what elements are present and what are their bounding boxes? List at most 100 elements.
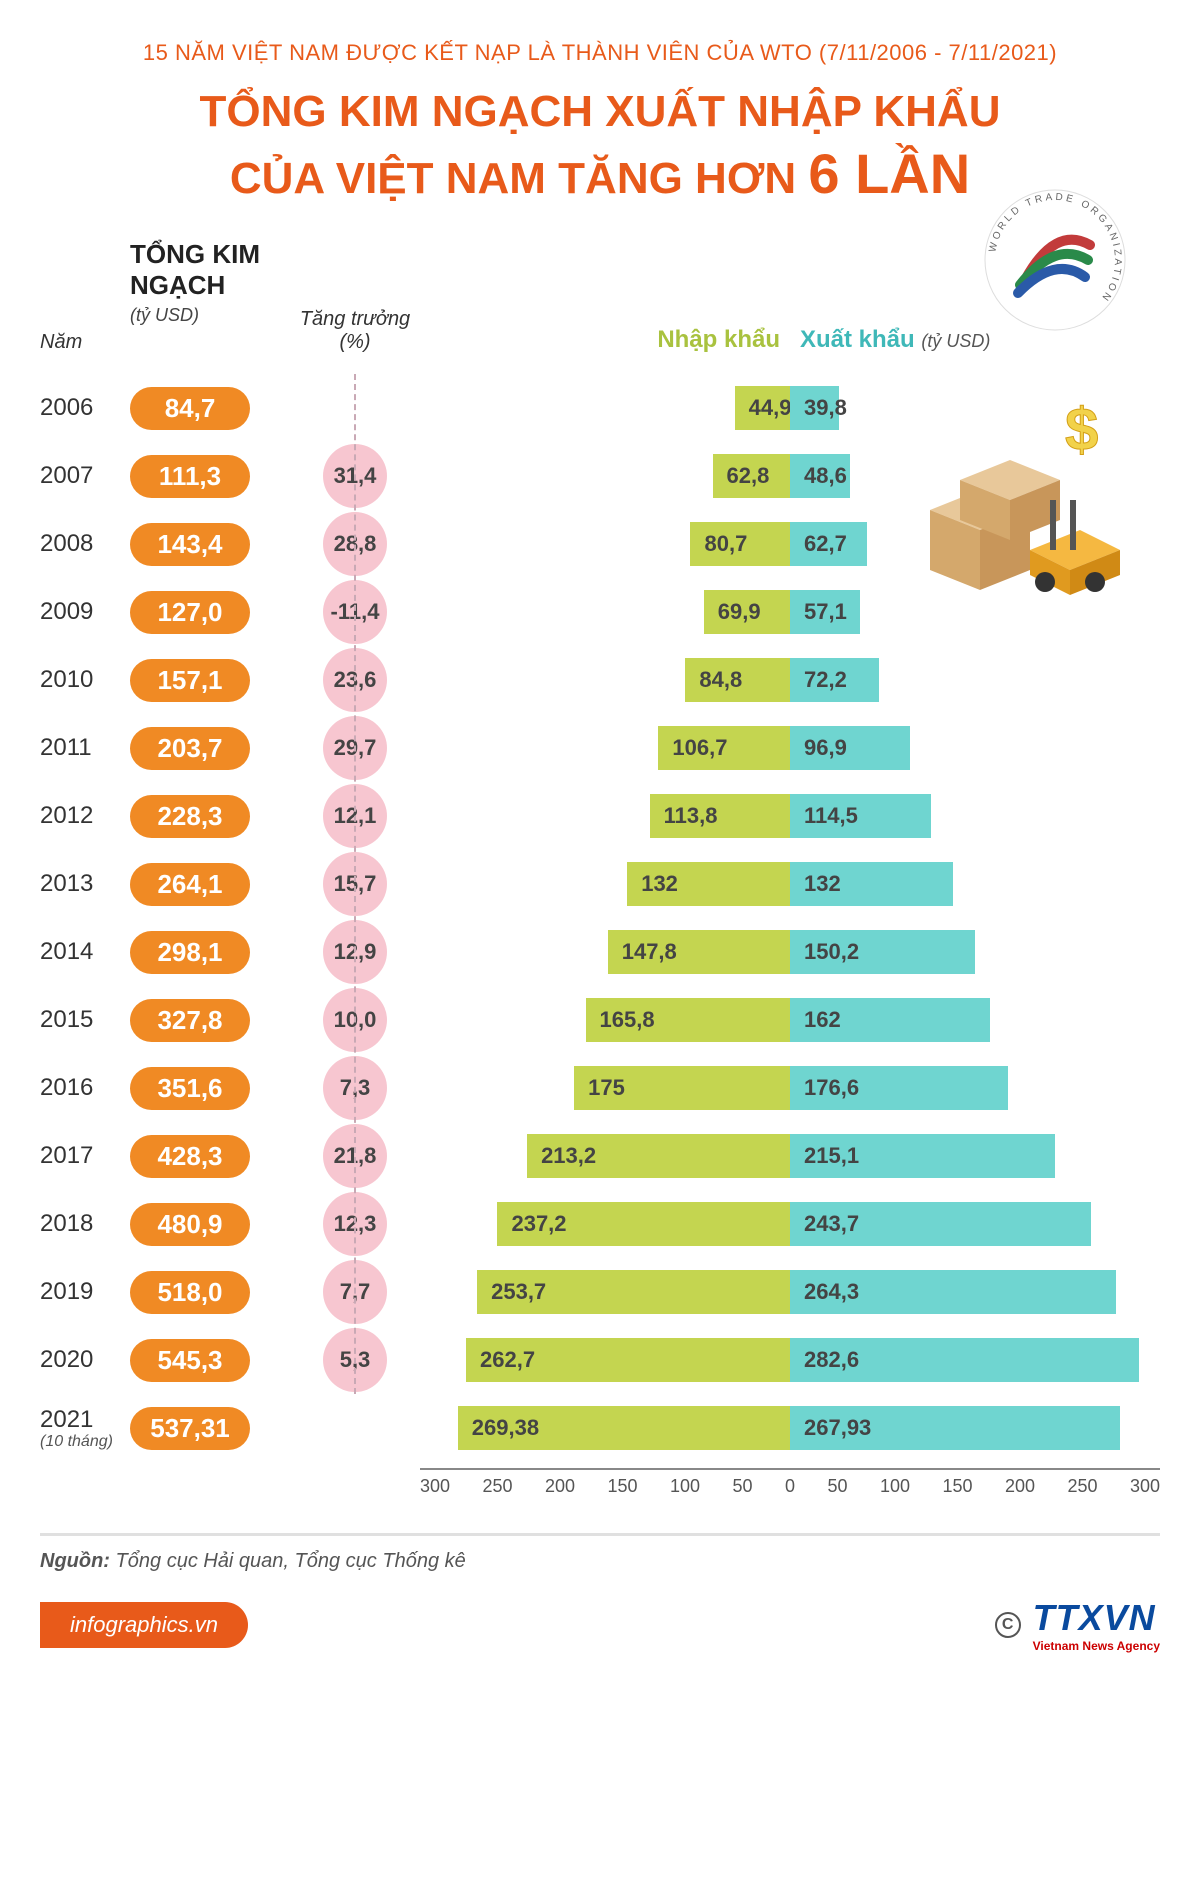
export-bar: 57,1	[790, 590, 860, 634]
axis-tick: 0	[785, 1476, 795, 1497]
export-bar: 282,6	[790, 1338, 1139, 1382]
data-row: 2017428,321,8213,2215,1	[40, 1122, 1160, 1190]
infographic-page: 15 NĂM VIỆT NAM ĐƯỢC KẾT NẠP LÀ THÀNH VI…	[0, 0, 1200, 1683]
cell-total: 84,7	[130, 387, 290, 430]
cell-chart: 253,7264,3	[420, 1270, 1160, 1314]
data-row: 2009127,0-11,469,957,1	[40, 578, 1160, 646]
import-bar: 62,8	[713, 454, 790, 498]
cell-chart: 175176,6	[420, 1066, 1160, 1110]
cell-total: 157,1	[130, 659, 290, 702]
data-row: 2012228,312,1113,8114,5	[40, 782, 1160, 850]
export-bar: 132	[790, 862, 953, 906]
cell-chart: 147,8150,2	[420, 930, 1160, 974]
export-bar: 215,1	[790, 1134, 1055, 1178]
cell-chart: 213,2215,1	[420, 1134, 1160, 1178]
data-row: 2015327,810,0165,8162	[40, 986, 1160, 1054]
cell-total: 264,1	[130, 863, 290, 906]
growth-guideline	[354, 374, 356, 1394]
axis-tick: 100	[670, 1476, 700, 1497]
x-axis: 30025020015010050050100150200250300	[40, 1468, 1160, 1497]
axis-tick: 200	[1005, 1476, 1035, 1497]
axis-tick: 250	[483, 1476, 513, 1497]
wto-logo-icon: WORLD TRADE ORGANIZATION	[980, 185, 1130, 335]
data-row: 2019518,07,7253,7264,3	[40, 1258, 1160, 1326]
export-bar: 114,5	[790, 794, 931, 838]
cell-total: 111,3	[130, 455, 290, 498]
cell-total: 351,6	[130, 1067, 290, 1110]
total-pill: 264,1	[130, 863, 250, 906]
import-bar: 106,7	[658, 726, 790, 770]
cell-total: 327,8	[130, 999, 290, 1042]
cell-year: 2013	[40, 870, 130, 898]
total-pill: 480,9	[130, 1203, 250, 1246]
total-pill: 111,3	[130, 455, 250, 498]
axis-tick: 200	[545, 1476, 575, 1497]
cell-total: 428,3	[130, 1135, 290, 1178]
data-row: 2010157,123,684,872,2	[40, 646, 1160, 714]
cell-year: 2010	[40, 666, 130, 694]
axis-tick: 250	[1067, 1476, 1097, 1497]
import-bar: 84,8	[685, 658, 790, 702]
export-bar: 48,6	[790, 454, 850, 498]
total-pill: 203,7	[130, 727, 250, 770]
cell-year: 2007	[40, 462, 130, 490]
import-bar: 147,8	[608, 930, 790, 974]
axis-tick: 150	[942, 1476, 972, 1497]
cell-year: 2017	[40, 1142, 130, 1170]
cell-chart: 44,939,8	[420, 386, 1160, 430]
axis-tick: 50	[827, 1476, 847, 1497]
data-rows: 200684,744,939,82007111,331,462,848,6200…	[40, 374, 1160, 1462]
total-pill: 127,0	[130, 591, 250, 634]
cell-total: 298,1	[130, 931, 290, 974]
cell-year: 2019	[40, 1278, 130, 1306]
cell-chart: 113,8114,5	[420, 794, 1160, 838]
data-row: 2008143,428,880,762,7	[40, 510, 1160, 578]
export-bar: 162	[790, 998, 990, 1042]
cell-year: 2009	[40, 598, 130, 626]
total-pill: 537,31	[130, 1407, 250, 1450]
total-pill: 327,8	[130, 999, 250, 1042]
import-bar: 44,9	[735, 386, 790, 430]
data-row: 2018480,912,3237,2243,7	[40, 1190, 1160, 1258]
import-bar: 165,8	[586, 998, 790, 1042]
import-bar: 113,8	[650, 794, 790, 838]
cell-chart: 165,8162	[420, 998, 1160, 1042]
import-bar: 269,38	[458, 1406, 790, 1450]
data-row: 2007111,331,462,848,6	[40, 442, 1160, 510]
axis-tick: 150	[608, 1476, 638, 1497]
source-line: Nguồn: Tổng cục Hải quan, Tổng cục Thống…	[40, 1533, 1160, 1573]
cell-year: 2020	[40, 1346, 130, 1374]
export-bar: 62,7	[790, 522, 867, 566]
data-row: 200684,7 44,939,8	[40, 374, 1160, 442]
import-bar: 262,7	[466, 1338, 790, 1382]
cell-total: 127,0	[130, 591, 290, 634]
footer-brand: infographics.vn	[40, 1602, 248, 1648]
cell-total: 203,7	[130, 727, 290, 770]
cell-total: 480,9	[130, 1203, 290, 1246]
cell-total: 545,3	[130, 1339, 290, 1382]
cell-total: 143,4	[130, 523, 290, 566]
total-pill: 143,4	[130, 523, 250, 566]
data-row: 2021(10 tháng)537,31269,38267,93	[40, 1394, 1160, 1462]
subtitle: 15 NĂM VIỆT NAM ĐƯỢC KẾT NẠP LÀ THÀNH VI…	[40, 40, 1160, 66]
cell-year: 2016	[40, 1074, 130, 1102]
cell-total: 518,0	[130, 1271, 290, 1314]
import-bar: 213,2	[527, 1134, 790, 1178]
export-bar: 150,2	[790, 930, 975, 974]
import-bar: 69,9	[704, 590, 790, 634]
import-bar: 175	[574, 1066, 790, 1110]
import-bar: 80,7	[690, 522, 790, 566]
header-total-title: TỔNG KIM NGẠCH	[130, 239, 290, 301]
cell-chart: 84,872,2	[420, 658, 1160, 702]
axis-tick: 100	[880, 1476, 910, 1497]
header-import: Nhập khẩu	[657, 326, 780, 353]
axis-tick: 300	[420, 1476, 450, 1497]
export-bar: 243,7	[790, 1202, 1091, 1246]
cell-year: 2006	[40, 394, 130, 422]
cell-year: 2011	[40, 734, 130, 762]
header-growth: Tăng trưởng (%)	[290, 308, 420, 354]
header-export: Xuất khẩu (tỷ USD)	[800, 326, 990, 353]
data-row: 2014298,112,9147,8150,2	[40, 918, 1160, 986]
cell-chart: 132132	[420, 862, 1160, 906]
axis-ticks: 30025020015010050050100150200250300	[420, 1468, 1160, 1497]
